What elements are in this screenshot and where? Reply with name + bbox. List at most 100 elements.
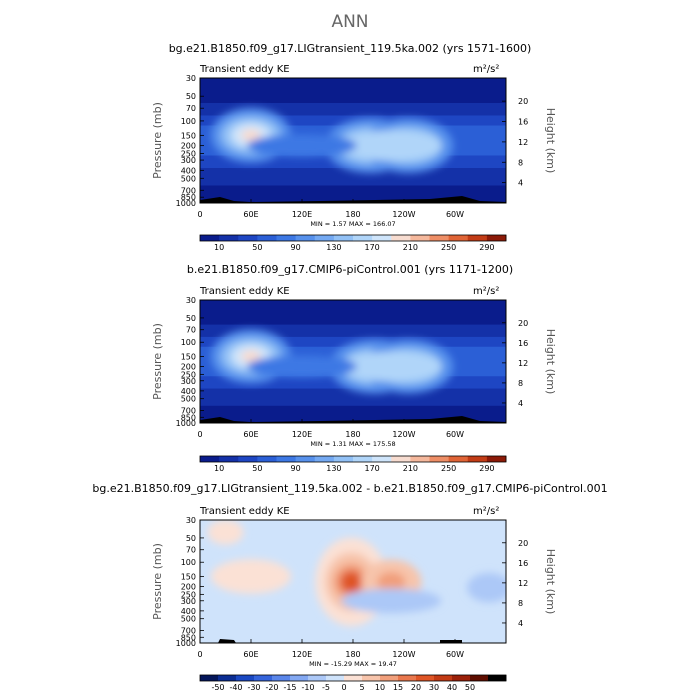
colorbar-swatch <box>295 456 316 462</box>
y-tick-label: 500 <box>181 395 196 404</box>
colorbar-swatch <box>398 675 417 681</box>
y-tick-label: 200 <box>181 142 196 151</box>
y-tick-label: 700 <box>181 406 196 415</box>
colorbar-swatch <box>290 675 309 681</box>
colorbar-swatch <box>452 675 471 681</box>
y-tick-label: 50 <box>186 534 196 543</box>
colorbar-swatch <box>467 235 488 241</box>
colorbar-label: 40 <box>447 683 457 692</box>
chart-panel-2: Transient eddy KE m²/s²305070100150200250… <box>151 286 557 473</box>
height-tick-label: 20 <box>518 319 528 328</box>
colorbar-label: -40 <box>229 683 242 692</box>
y-tick-label: 50 <box>186 92 196 101</box>
height-tick-label: 12 <box>518 138 528 147</box>
field-label: Transient eddy KE <box>199 506 290 517</box>
y-tick-label: 30 <box>186 296 196 305</box>
colorbar-label: -30 <box>247 683 260 692</box>
heatmap-band <box>200 168 506 187</box>
y-tick-label: 1000 <box>176 199 196 208</box>
colorbar-label: -15 <box>283 683 296 692</box>
colorbar-label: 210 <box>403 243 418 252</box>
colorbar-label: 0 <box>341 683 346 692</box>
colorbar-label: 50 <box>465 683 475 692</box>
colorbar-swatch <box>219 456 239 462</box>
panel-3-title: bg.e21.B1850.f09_g17.LIGtransient_119.5k… <box>92 482 608 495</box>
colorbar-swatch <box>344 675 363 681</box>
height-tick-label: 16 <box>518 118 528 127</box>
heatmap-band <box>200 336 506 348</box>
y-tick-label: 250 <box>181 370 196 379</box>
colorbar-label: 90 <box>291 464 301 473</box>
y-tick-label: 100 <box>181 338 196 347</box>
panel-2-title: b.e21.B1850.f09_g17.CMIP6-piControl.001 … <box>186 263 514 276</box>
colorbar-label: -5 <box>322 683 330 692</box>
y-tick-label: 200 <box>181 583 196 592</box>
anomaly-negative <box>467 572 506 603</box>
y-right-axis-label: Height (km) <box>544 329 557 395</box>
units-label: m²/s² <box>473 506 499 517</box>
heatmap-field <box>200 520 506 643</box>
y-tick-label: 500 <box>181 174 196 183</box>
min-max-stats: MIN = -15.29 MAX = 19.47 <box>309 660 397 668</box>
y-tick-label: 300 <box>181 597 196 606</box>
colorbar-swatch <box>410 456 430 462</box>
y-tick-label: 30 <box>186 74 196 83</box>
colorbar-label: 130 <box>326 464 341 473</box>
height-tick-label: 20 <box>518 97 528 106</box>
heatmap-band <box>200 78 506 104</box>
page-title: ANN <box>331 12 369 32</box>
colorbar-swatch <box>486 235 507 241</box>
y-axis-label: Pressure (mb) <box>151 102 164 179</box>
x-tick-label: 120E <box>292 210 312 219</box>
heatmap-core <box>241 129 261 142</box>
colorbar-label: 5 <box>359 683 364 692</box>
colorbar-frame <box>199 674 507 682</box>
anomaly-positive <box>377 572 406 592</box>
colorbar-label: 10 <box>214 464 224 473</box>
x-tick-label: 120E <box>292 650 312 659</box>
y-tick-label: 70 <box>186 546 196 555</box>
height-tick-label: 8 <box>518 379 523 388</box>
chart-panel-1: Transient eddy KE m²/s²305070100150200250… <box>151 64 557 252</box>
x-tick-label: 60E <box>243 430 258 439</box>
x-tick-label: 60E <box>243 650 258 659</box>
colorbar-swatch <box>467 456 488 462</box>
colorbar-swatch <box>295 235 316 241</box>
colorbar-label: 50 <box>252 243 262 252</box>
anomaly-positive <box>207 520 244 545</box>
colorbar-swatch <box>218 675 237 681</box>
y-tick-label: 400 <box>181 387 196 396</box>
field-label: Transient eddy KE <box>199 64 290 75</box>
y-tick-label: 850 <box>181 413 196 422</box>
colorbar-label: 170 <box>364 464 379 473</box>
y-tick-label: 400 <box>181 166 196 175</box>
heatmap-core <box>247 355 357 378</box>
min-max-stats: MIN = 1.57 MAX = 166.07 <box>310 220 395 228</box>
colorbar-swatch <box>314 456 335 462</box>
height-tick-label: 4 <box>518 179 523 188</box>
topography-mask <box>200 416 506 423</box>
colorbar-swatch <box>416 675 435 681</box>
colorbar-swatch <box>236 675 255 681</box>
heatmap-band <box>200 388 506 407</box>
y-tick-label: 30 <box>186 516 196 525</box>
x-tick-label: 0 <box>197 430 202 439</box>
x-tick-label: 120E <box>292 430 312 439</box>
anomaly-negative <box>341 588 442 614</box>
colorbar-swatch <box>353 456 373 462</box>
colorbar-label: 250 <box>441 464 456 473</box>
height-tick-label: 12 <box>518 359 528 368</box>
colorbar-swatch <box>333 456 354 462</box>
y-tick-label: 300 <box>181 377 196 386</box>
colorbar-swatch <box>380 675 399 681</box>
height-tick-label: 4 <box>518 619 523 628</box>
heatmap-band <box>200 185 506 203</box>
panel-1-title: bg.e21.B1850.f09_g17.LIGtransient_119.5k… <box>168 42 532 55</box>
heatmap-core <box>247 134 357 157</box>
heatmap-field <box>200 300 506 423</box>
y-tick-label: 400 <box>181 607 196 616</box>
colorbar-swatch <box>257 456 277 462</box>
topography-mask <box>200 196 506 203</box>
x-tick-label: 60W <box>446 210 464 219</box>
